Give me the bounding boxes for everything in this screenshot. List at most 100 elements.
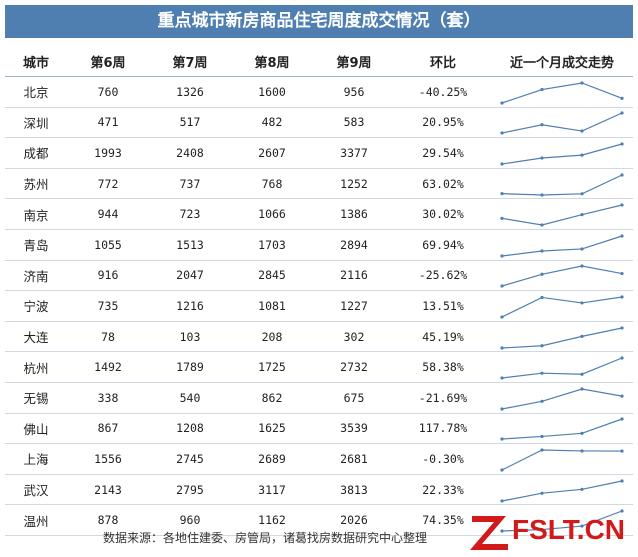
col-header-trend: 近一个月成交走势 xyxy=(491,46,633,77)
week7-cell: 1208 xyxy=(149,413,231,445)
sparkline-point xyxy=(500,162,504,166)
week9-cell: 1252 xyxy=(313,168,395,200)
city-cell: 青岛 xyxy=(5,229,67,261)
trend-sparkline xyxy=(500,478,624,503)
week6-cell: 735 xyxy=(67,290,149,322)
sparkline-line xyxy=(501,112,623,134)
table-row: 南京 944 723 1066 1386 30.02% xyxy=(5,198,633,230)
table-row: 青岛 1055 1513 1703 2894 69.94% xyxy=(5,229,633,261)
sparkline-point xyxy=(620,449,624,453)
col-header-week7: 第7周 xyxy=(149,46,231,77)
trend-sparkline-cell xyxy=(491,137,633,169)
week6-cell: 471 xyxy=(67,107,149,139)
sparkline-point xyxy=(500,131,504,135)
change-cell: -25.62% xyxy=(395,260,491,292)
trend-sparkline-cell xyxy=(491,76,633,108)
week9-cell: 1386 xyxy=(313,198,395,230)
col-header-city: 城市 xyxy=(5,46,67,77)
sparkline-line xyxy=(501,235,623,257)
sparkline-line xyxy=(501,357,623,379)
week7-cell: 1513 xyxy=(149,229,231,261)
city-cell: 北京 xyxy=(5,76,67,108)
week6-cell: 867 xyxy=(67,413,149,445)
week9-cell: 2732 xyxy=(313,351,395,383)
trend-sparkline-cell xyxy=(491,443,633,475)
sparkline-point xyxy=(580,372,584,376)
week9-cell: 3813 xyxy=(313,474,395,506)
trend-sparkline xyxy=(500,203,624,227)
trend-sparkline xyxy=(500,234,624,258)
table-row: 武汉 2143 2795 3117 3813 22.33% xyxy=(5,474,633,506)
week8-cell: 482 xyxy=(231,107,313,139)
sparkline-point xyxy=(620,417,624,421)
trend-sparkline-cell xyxy=(491,504,633,536)
table-row: 济南 916 2047 2845 2116 -25.62% xyxy=(5,260,633,292)
sparkline-line xyxy=(501,143,623,165)
week7-cell: 2745 xyxy=(149,443,231,475)
sparkline-point xyxy=(540,87,544,91)
week8-cell: 1703 xyxy=(231,229,313,261)
sparkline-line xyxy=(501,265,623,287)
city-cell: 杭州 xyxy=(5,351,67,383)
trend-sparkline-cell xyxy=(491,413,633,445)
week9-cell: 2026 xyxy=(313,504,395,536)
week9-cell: 1227 xyxy=(313,290,395,322)
city-cell: 南京 xyxy=(5,198,67,230)
sparkline-point xyxy=(540,273,544,277)
sparkline-point xyxy=(540,435,544,439)
logo-text: FSLT.CN xyxy=(512,514,626,545)
city-cell: 宁波 xyxy=(5,290,67,322)
city-cell: 武汉 xyxy=(5,474,67,506)
week9-cell: 583 xyxy=(313,107,395,139)
city-cell: 成都 xyxy=(5,137,67,169)
week9-cell: 2894 xyxy=(313,229,395,261)
sparkline-point xyxy=(500,437,504,441)
sparkline-point xyxy=(580,153,584,157)
trend-sparkline xyxy=(500,264,624,288)
sparkline-point xyxy=(580,191,584,195)
week7-cell: 2795 xyxy=(149,474,231,506)
sparkline-point xyxy=(580,387,584,391)
city-cell: 苏州 xyxy=(5,168,67,200)
sparkline-point xyxy=(620,172,624,177)
week7-cell: 960 xyxy=(149,504,231,536)
sparkline-point xyxy=(540,123,544,127)
col-header-change: 环比 xyxy=(395,46,491,77)
week7-cell: 540 xyxy=(149,382,231,414)
week7-cell: 723 xyxy=(149,198,231,230)
sparkline-point xyxy=(500,529,504,533)
trend-sparkline xyxy=(500,325,624,350)
week6-cell: 772 xyxy=(67,168,149,200)
week7-cell: 2408 xyxy=(149,137,231,169)
week7-cell: 2047 xyxy=(149,260,231,292)
trend-sparkline-cell xyxy=(491,168,633,200)
change-cell: -21.69% xyxy=(395,382,491,414)
change-cell: 20.95% xyxy=(395,107,491,139)
sparkline-point xyxy=(620,96,624,100)
week6-cell: 916 xyxy=(67,260,149,292)
city-cell: 温州 xyxy=(5,504,67,536)
sparkline-point xyxy=(580,213,584,217)
week6-cell: 338 xyxy=(67,382,149,414)
sparkline-point xyxy=(500,407,504,411)
sparkline-point xyxy=(540,343,544,347)
change-cell: 13.51% xyxy=(395,290,491,322)
week8-cell: 2689 xyxy=(231,443,313,475)
week9-cell: 3539 xyxy=(313,413,395,445)
trend-sparkline xyxy=(500,81,624,105)
week8-cell: 1600 xyxy=(231,76,313,108)
trend-sparkline-cell xyxy=(491,260,633,292)
sparkline-point xyxy=(580,129,584,134)
week7-cell: 737 xyxy=(149,168,231,200)
trend-sparkline xyxy=(500,142,624,166)
sparkline-point xyxy=(620,111,624,115)
week7-cell: 1789 xyxy=(149,351,231,383)
logo-z-icon xyxy=(470,516,508,550)
sparkline-point xyxy=(540,448,544,452)
sparkline-point xyxy=(500,315,504,319)
trend-sparkline-cell xyxy=(491,229,633,261)
trend-sparkline xyxy=(500,509,624,533)
sparkline-point xyxy=(580,334,584,338)
sparkline-point xyxy=(620,325,624,330)
col-header-week6: 第6周 xyxy=(67,46,149,77)
